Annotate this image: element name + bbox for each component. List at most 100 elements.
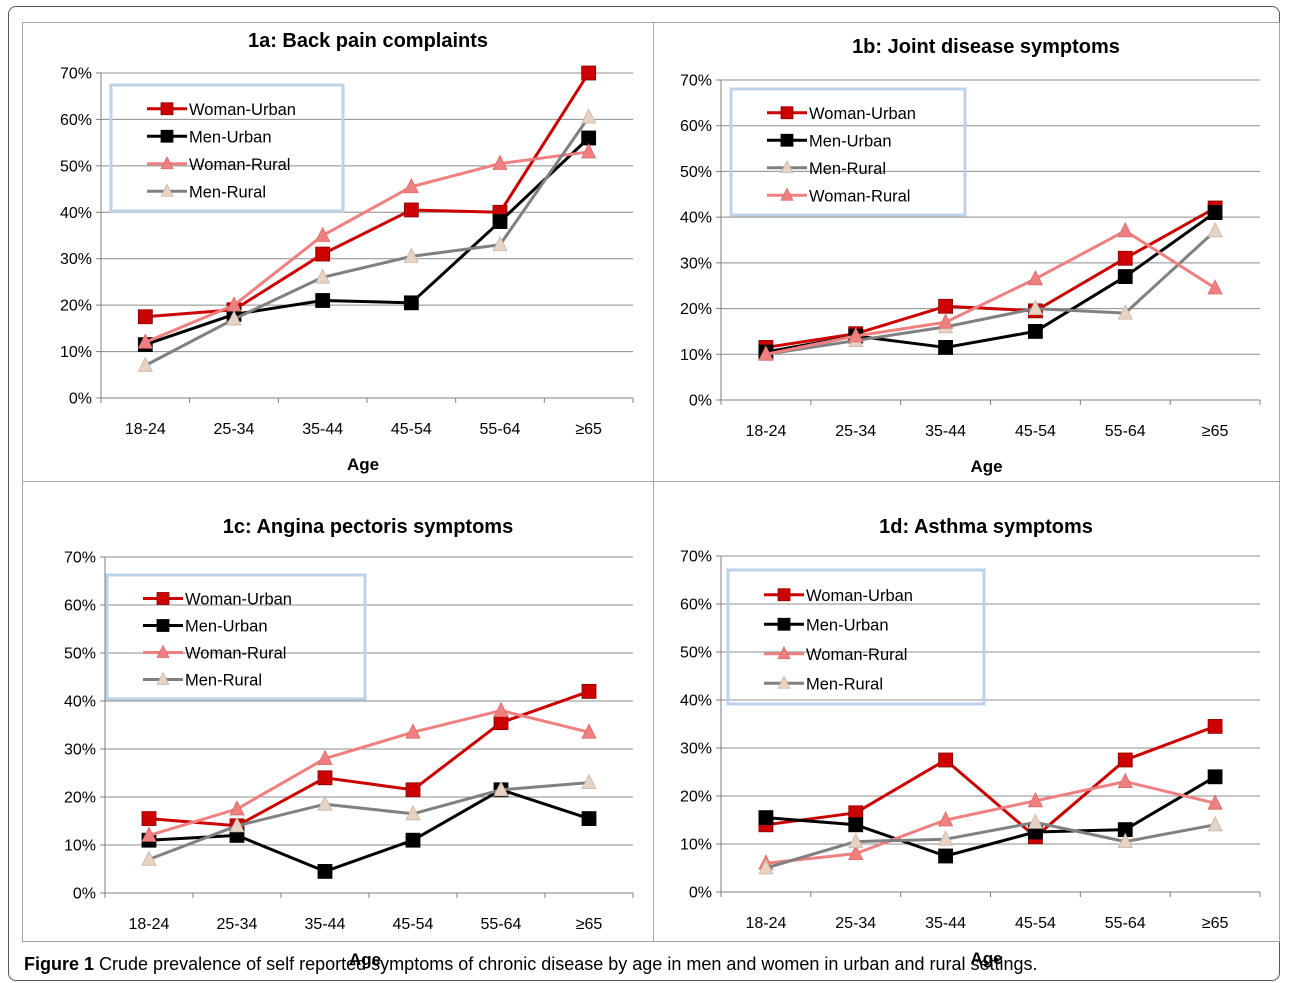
y-tick-label: 30% [680, 741, 712, 758]
data-point [1117, 772, 1133, 789]
y-tick-label: 50% [60, 158, 92, 175]
x-tick-label: 25-34 [217, 916, 258, 933]
data-point [1027, 791, 1044, 808]
y-tick-label: 20% [64, 790, 96, 807]
legend-entry: Woman-Rural [809, 187, 910, 205]
data-point [1027, 299, 1044, 315]
y-tick-label: 0% [689, 393, 712, 410]
series-men-rural [137, 108, 597, 372]
series-woman-urban [758, 200, 1223, 355]
y-tick-label: 0% [73, 886, 96, 903]
y-tick-label: 70% [680, 549, 712, 566]
y-tick-label: 60% [60, 112, 92, 129]
legend-entry: Men-Urban [809, 132, 892, 150]
chart-panel-1: 1a: Back pain complaints 0% 10% 20% 30% 40% 50… [22, 22, 654, 482]
series-woman-urban [758, 718, 1223, 845]
series-line [765, 229, 1217, 356]
x-tick-label: 25-34 [214, 421, 255, 438]
legend-entry: Woman-Urban [185, 591, 292, 609]
data-point [405, 832, 421, 848]
legend-entry: Woman-Urban [806, 587, 913, 605]
data-point [938, 340, 953, 355]
legend-marker [780, 187, 794, 201]
data-point [1117, 269, 1133, 284]
figure-label: Figure 1 [24, 954, 95, 974]
data-point [493, 715, 509, 731]
legend-marker [780, 106, 794, 120]
data-point [937, 811, 954, 827]
data-point [403, 295, 419, 311]
data-point [141, 811, 157, 827]
data-point [581, 143, 597, 159]
x-axis-label: Age [970, 457, 1002, 476]
series-woman-rural [758, 772, 1223, 870]
x-tick-label: 35-44 [302, 421, 343, 438]
chart-title: 1a: Back pain complaints [248, 30, 488, 52]
y-tick-label: 20% [680, 301, 712, 318]
series-line [765, 211, 1216, 354]
data-point [137, 333, 153, 349]
legend-marker [777, 617, 791, 631]
series-line [144, 136, 590, 347]
legend-box [726, 568, 986, 706]
x-tick-label: 18-24 [745, 915, 786, 932]
data-point [493, 701, 509, 718]
data-point [493, 780, 509, 797]
legend-box [105, 573, 367, 701]
chart-panel-3: 1c: Angina pectoris symptoms 0% 10% 20% 30% 4… [22, 481, 654, 969]
x-tick-label: 55-64 [1105, 423, 1146, 440]
y-tick-label: 50% [680, 645, 712, 662]
chart-svg: 1c: Angina pectoris symptoms 0% 10% 20% 30% 4… [64, 516, 634, 969]
x-tick-label: 35-44 [305, 916, 346, 933]
data-point [317, 795, 333, 811]
x-tick-label: 18-24 [745, 423, 786, 440]
series-line [765, 780, 1216, 865]
data-point [229, 816, 245, 833]
x-tick-label: ≥65 [576, 916, 603, 933]
data-point [1207, 279, 1223, 295]
y-tick-label: 60% [680, 597, 712, 614]
series-line [148, 781, 590, 861]
x-tick-label: 55-64 [481, 916, 522, 933]
x-tick-label: ≥65 [575, 421, 602, 438]
x-tick-label: 18-24 [125, 421, 166, 438]
data-point [492, 214, 508, 229]
data-point [1207, 794, 1223, 810]
y-tick-label: 30% [60, 251, 92, 268]
data-point [1207, 221, 1223, 238]
legend-marker [777, 588, 791, 602]
y-tick-label: 70% [64, 550, 96, 567]
data-point [315, 226, 331, 242]
y-tick-label: 10% [64, 838, 96, 855]
legend-entry: Men-Urban [189, 128, 272, 146]
legend-marker [780, 133, 794, 147]
data-point [938, 298, 953, 314]
data-point [1207, 769, 1223, 785]
x-tick-label: 35-44 [925, 915, 966, 932]
legend-entry: Woman-Rural [189, 156, 290, 174]
data-point [492, 154, 508, 170]
data-point [848, 832, 864, 849]
x-axis-label: Age [347, 455, 379, 474]
x-tick-label: ≥65 [1202, 915, 1229, 932]
series-line [765, 229, 1216, 356]
x-tick-label: 25-34 [835, 915, 876, 932]
data-point [848, 844, 864, 861]
chart-title: 1c: Angina pectoris symptoms [223, 516, 513, 538]
series-men-rural [758, 813, 1223, 875]
series-line [765, 206, 1216, 349]
legend-marker [156, 671, 170, 685]
series-line [148, 689, 590, 828]
y-tick-label: 10% [680, 347, 712, 364]
legend-entry: Woman-Rural [806, 646, 907, 664]
data-point [403, 247, 419, 263]
x-tick-label: 45-54 [1015, 915, 1056, 932]
data-point [938, 752, 953, 768]
data-point [581, 811, 597, 827]
legend-marker [156, 644, 170, 658]
legend: Woman-Urban Men-Urban Woman-Rural Men-Rural [109, 83, 345, 213]
data-point [1117, 752, 1133, 768]
y-tick-label: 10% [680, 837, 712, 854]
chart-panel-2: 1b: Joint disease symptoms 0% 10% 20% 30% 40%… [653, 22, 1280, 482]
x-tick-label: 55-64 [1105, 915, 1146, 932]
